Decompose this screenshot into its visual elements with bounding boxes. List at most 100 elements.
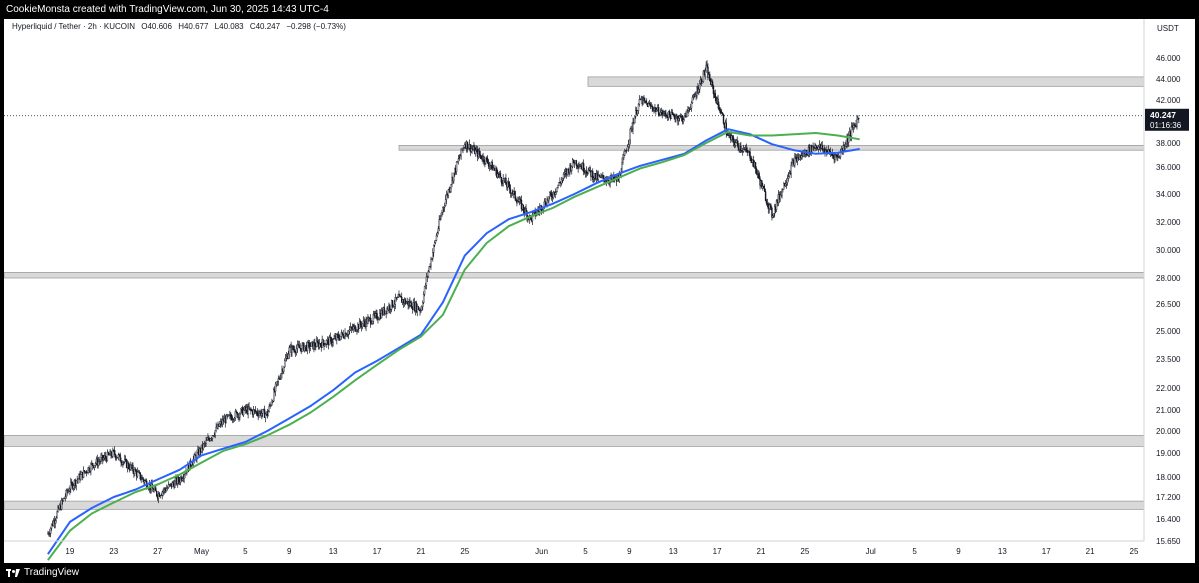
candle-573 bbox=[571, 166, 573, 175]
price-tick-14: 21.000 bbox=[1156, 406, 1181, 415]
candle-127 bbox=[163, 486, 165, 495]
candle-735 bbox=[719, 107, 721, 114]
candle-666 bbox=[656, 107, 658, 113]
candle-789 bbox=[768, 202, 770, 214]
candle-863 bbox=[836, 154, 838, 161]
price-change: −0.298 (−0.73%) bbox=[286, 22, 346, 31]
candle-586 bbox=[582, 159, 585, 176]
candle-241 bbox=[267, 410, 269, 417]
price-tick-10: 26.500 bbox=[1156, 300, 1181, 309]
candle-581 bbox=[578, 161, 580, 170]
candle-229 bbox=[256, 408, 258, 417]
candle-336 bbox=[354, 325, 356, 333]
price-tick-12: 23.500 bbox=[1156, 355, 1181, 364]
candle-254 bbox=[279, 374, 281, 381]
symbol-name[interactable]: Hyperliquid / Tether · 2h · KUCOIN bbox=[12, 22, 136, 31]
candle-201 bbox=[230, 413, 233, 421]
candle-116 bbox=[153, 487, 155, 493]
candle-308 bbox=[328, 334, 331, 346]
candle-797 bbox=[775, 199, 778, 213]
candle-353 bbox=[369, 314, 372, 328]
candle-268 bbox=[292, 345, 294, 351]
candle-191 bbox=[221, 415, 224, 428]
candle-562 bbox=[561, 177, 563, 186]
candle-18 bbox=[63, 497, 66, 499]
candle-303 bbox=[324, 340, 326, 347]
time-tick-18: 5 bbox=[912, 547, 917, 556]
candle-544 bbox=[544, 197, 546, 207]
candle-631 bbox=[624, 148, 626, 156]
candle-687 bbox=[675, 113, 677, 123]
candle-758 bbox=[740, 141, 742, 153]
candle-179 bbox=[210, 436, 213, 442]
candle-222 bbox=[250, 406, 252, 415]
time-tick-0: 19 bbox=[65, 547, 74, 556]
candle-781 bbox=[761, 180, 763, 189]
candle-716 bbox=[701, 81, 704, 84]
candle-250 bbox=[275, 381, 278, 388]
candle-492 bbox=[497, 169, 499, 179]
candle-309 bbox=[329, 332, 332, 342]
candle-231 bbox=[258, 409, 260, 418]
candle-477 bbox=[483, 155, 485, 166]
time-tick-22: 21 bbox=[1086, 547, 1095, 556]
candle-288 bbox=[310, 342, 312, 347]
candle-398 bbox=[411, 300, 413, 309]
candle-249 bbox=[274, 381, 277, 397]
candle-580 bbox=[577, 162, 579, 173]
candle-77 bbox=[117, 452, 120, 461]
candle-605 bbox=[600, 172, 602, 178]
candle-720 bbox=[705, 61, 707, 74]
candle-506 bbox=[509, 184, 512, 198]
candle-703 bbox=[689, 104, 692, 110]
candle-642 bbox=[634, 116, 636, 124]
candle-125 bbox=[161, 490, 163, 500]
candle-548 bbox=[548, 196, 550, 205]
candle-504 bbox=[507, 177, 510, 188]
candle-245 bbox=[271, 398, 273, 406]
candle-491 bbox=[496, 166, 498, 179]
candle-786 bbox=[765, 198, 768, 206]
candle-321 bbox=[340, 329, 343, 340]
candle-219 bbox=[247, 403, 249, 419]
price-tick-15: 20.000 bbox=[1156, 427, 1181, 436]
candle-408 bbox=[420, 306, 422, 314]
candle-246 bbox=[272, 400, 274, 404]
zone-0 bbox=[587, 76, 1145, 87]
candle-472 bbox=[478, 147, 481, 158]
candle-278 bbox=[301, 342, 303, 353]
candle-420 bbox=[431, 257, 433, 260]
candle-813 bbox=[790, 161, 792, 179]
candle-495 bbox=[499, 170, 502, 178]
price-tick-19: 16.400 bbox=[1156, 515, 1181, 524]
ohlc-open: O40.606 bbox=[141, 22, 172, 31]
candle-23 bbox=[68, 487, 70, 492]
candle-10 bbox=[56, 510, 58, 519]
candle-672 bbox=[661, 109, 663, 119]
candle-501 bbox=[505, 173, 507, 185]
candle-358 bbox=[374, 310, 376, 319]
candle-326 bbox=[345, 332, 347, 337]
candle-220 bbox=[248, 402, 250, 411]
candle-847 bbox=[821, 141, 823, 152]
candle-410 bbox=[422, 300, 424, 311]
candle-505 bbox=[508, 180, 511, 194]
price-chart[interactable]: USDT46.00044.00042.00040.00038.00036.000… bbox=[4, 19, 1195, 563]
candle-234 bbox=[261, 408, 263, 420]
candle-131 bbox=[166, 485, 169, 490]
candle-3 bbox=[49, 526, 52, 538]
candle-432 bbox=[442, 206, 444, 215]
candle-281 bbox=[304, 346, 306, 353]
candle-530 bbox=[531, 211, 534, 225]
candle-434 bbox=[443, 202, 446, 212]
candle-452 bbox=[460, 148, 462, 160]
candle-427 bbox=[437, 226, 439, 235]
time-tick-5: 9 bbox=[287, 547, 292, 556]
candle-297 bbox=[318, 339, 321, 350]
candle-36 bbox=[80, 470, 82, 481]
candle-58 bbox=[100, 453, 102, 464]
candle-227 bbox=[254, 406, 257, 414]
candle-463 bbox=[470, 144, 472, 154]
candle-188 bbox=[219, 420, 221, 428]
